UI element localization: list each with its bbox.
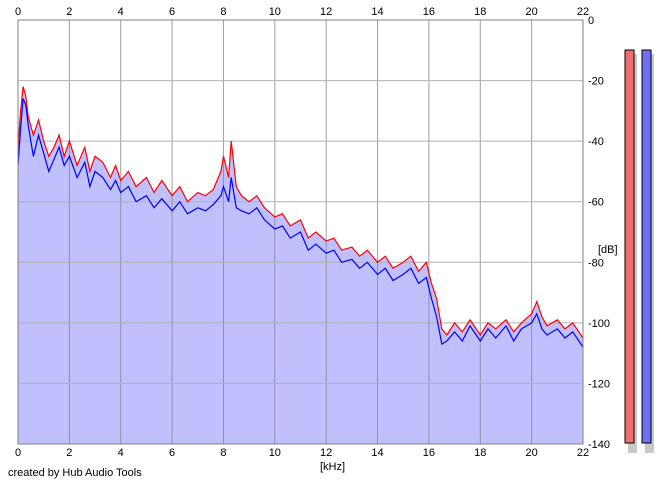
y-axis-title: [dB] — [598, 244, 618, 256]
y-tick-label: -40 — [588, 136, 604, 148]
x-tick-label-bottom: 20 — [526, 447, 538, 459]
x-tick-label-top: 2 — [66, 6, 72, 18]
x-tick-label-bottom: 0 — [15, 447, 21, 459]
x-axis-title: [kHz] — [320, 461, 345, 473]
x-tick-label-top: 16 — [423, 6, 435, 18]
level-meter-bar — [641, 49, 652, 444]
x-tick-labels-top: 0 2 4 6 8 10 12 14 16 18 20 22 — [15, 6, 589, 18]
x-tick-label-top: 10 — [269, 6, 281, 18]
y-tick-labels: 0 -20 -40 -60 -80 -100 -120 -140 — [588, 15, 610, 451]
x-tick-label-bottom: 12 — [320, 447, 332, 459]
x-tick-label-bottom: 14 — [371, 447, 383, 459]
y-tick-label: -140 — [588, 439, 610, 451]
x-tick-label-bottom: 8 — [220, 447, 226, 459]
spectrum-area — [18, 86, 583, 444]
y-tick-label: -100 — [588, 318, 610, 330]
x-tick-label-top: 8 — [220, 6, 226, 18]
level-meter-bar — [624, 49, 635, 444]
x-tick-label-bottom: 4 — [118, 447, 124, 459]
y-tick-label: -80 — [588, 257, 604, 269]
x-tick-label-top: 6 — [169, 6, 175, 18]
x-tick-label-bottom: 10 — [269, 447, 281, 459]
x-tick-label-top: 4 — [118, 6, 124, 18]
series-line-1 — [17, 98, 584, 348]
y-tick-label: -60 — [588, 197, 604, 209]
y-tick-label: -120 — [588, 378, 610, 390]
x-tick-label-bottom: 18 — [474, 447, 486, 459]
x-tick-label-top: 14 — [371, 6, 383, 18]
x-tick-label-bottom: 6 — [169, 447, 175, 459]
credit-text: created by Hub Audio Tools — [8, 467, 142, 479]
y-tick-label: 0 — [588, 15, 594, 27]
x-tick-label-bottom: 16 — [423, 447, 435, 459]
x-tick-label-top: 22 — [577, 6, 589, 18]
level-meters — [624, 49, 654, 453]
x-tick-label-top: 12 — [320, 6, 332, 18]
x-tick-label-bottom: 2 — [66, 447, 72, 459]
series-line-0 — [17, 86, 584, 339]
x-tick-label-top: 0 — [15, 6, 21, 18]
x-tick-label-top: 18 — [474, 6, 486, 18]
y-tick-label: -20 — [588, 76, 604, 88]
series-lines — [17, 86, 584, 348]
x-tick-labels-bottom: 0 2 4 6 8 10 12 14 16 18 20 22 — [15, 447, 589, 459]
x-tick-label-top: 20 — [526, 6, 538, 18]
plot-frame — [17, 19, 584, 445]
x-tick-label-bottom: 22 — [577, 447, 589, 459]
spectrum-fill-area — [18, 86, 583, 444]
